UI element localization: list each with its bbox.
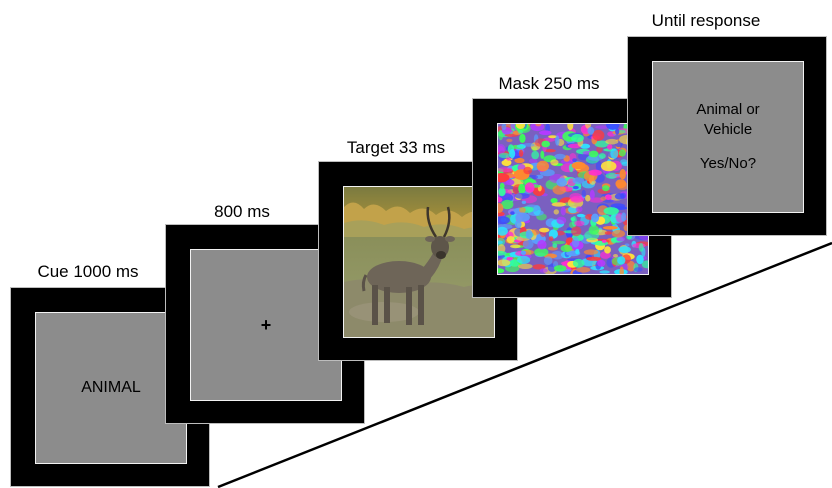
response-duration-label: Until response xyxy=(651,11,761,30)
response-screen: Animal or Vehicle Yes/No? xyxy=(652,61,804,213)
mask-duration-label: Mask 250 ms xyxy=(498,74,600,93)
color-noise-mask xyxy=(498,124,648,274)
response-line-1: Animal or xyxy=(696,101,760,118)
target-duration-label: Target 33 ms xyxy=(346,138,446,157)
fixation-screen: + xyxy=(190,249,342,401)
target-screen xyxy=(343,186,495,338)
fixation-duration-label: 800 ms xyxy=(214,202,270,221)
response-question: Yes/No? xyxy=(699,155,757,172)
mask-frame xyxy=(472,98,672,298)
response-frame: Animal or Vehicle Yes/No? xyxy=(627,36,827,236)
cue-duration-label: Cue 1000 ms xyxy=(37,262,139,281)
fixation-cross: + xyxy=(260,314,272,335)
response-line-2: Vehicle xyxy=(703,121,753,138)
waterbuck-photo xyxy=(344,187,494,337)
cue-word: ANIMAL xyxy=(81,379,141,396)
mask-screen xyxy=(497,123,649,275)
cue-screen: ANIMAL xyxy=(35,312,187,464)
